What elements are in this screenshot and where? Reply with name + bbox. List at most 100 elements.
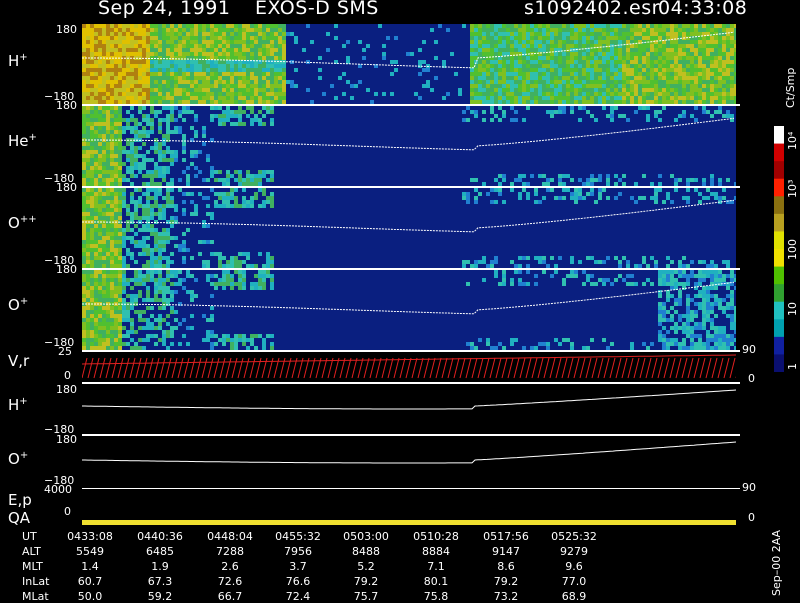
table-cell: 67.3 (147, 575, 173, 588)
colorbar-label: 100 (786, 239, 799, 260)
tick-top: 180 (56, 433, 77, 446)
colorbar-label: 10⁴ (786, 131, 799, 150)
tick-ep: 4000 (44, 483, 72, 496)
table-cell: 76.6 (285, 575, 311, 588)
colorbar (774, 126, 784, 373)
table-cell: 72.6 (217, 575, 243, 588)
table-cell: 7288 (216, 545, 244, 558)
row-label: MLat (22, 590, 49, 603)
row-label: UT (22, 530, 37, 543)
panel-separator (82, 186, 740, 188)
table-cell: 0503:00 (343, 530, 389, 543)
label-vr: V,r (8, 352, 30, 370)
row-label: MLT (22, 560, 43, 573)
qa-bar (82, 520, 736, 525)
colorbar-label: 10³ (786, 179, 799, 198)
table-cell: 50.0 (77, 590, 103, 603)
label-o-line: O+ (8, 450, 29, 468)
table-cell: 6485 (146, 545, 174, 558)
panel-separator (82, 104, 740, 106)
table-cell: 5.2 (357, 560, 375, 573)
table-cell: 60.7 (77, 575, 103, 588)
plot-date: Sep 24, 1991 (98, 0, 231, 19)
tick-ep-right: 90 (742, 481, 756, 494)
label-o-plus: O+ (8, 296, 29, 314)
row-label: InLat (22, 575, 50, 588)
label-o-plus-plus: O++ (8, 214, 37, 232)
tick-bottom: −180 (44, 423, 75, 436)
table-cell: 9.6 (565, 560, 583, 573)
table-cell: 8884 (422, 545, 450, 558)
label-h-plus: H+ (8, 52, 28, 70)
label-he-plus: He+ (8, 132, 37, 150)
label-h-line: H+ (8, 396, 28, 414)
table-cell: 7956 (284, 545, 312, 558)
tick-top: 180 (56, 23, 77, 36)
panel-separator (82, 382, 740, 384)
tick-top: 180 (56, 99, 77, 112)
table-cell: 75.8 (423, 590, 449, 603)
ep-baseline (82, 488, 740, 489)
version-label: Sep–00 2AA (770, 529, 783, 596)
table-cell: 0455:32 (275, 530, 321, 543)
table-cell: 73.2 (493, 590, 519, 603)
tick-vr-top: 25 (58, 345, 72, 358)
table-cell: 59.2 (147, 590, 173, 603)
tick-qa: 0 (64, 505, 71, 518)
table-cell: 0448:04 (207, 530, 253, 543)
tick-vr-right-top: 90 (742, 343, 756, 356)
panel-separator (82, 268, 740, 270)
table-cell: 80.1 (423, 575, 449, 588)
table-cell: 68.9 (561, 590, 587, 603)
tick-top: 180 (56, 263, 77, 276)
table-cell: 9279 (560, 545, 588, 558)
start-time: 04:33:08 (658, 0, 748, 19)
table-cell: 1.9 (151, 560, 169, 573)
colorbar-swatch (774, 231, 784, 250)
tick-vr-bottom: 0 (64, 369, 71, 382)
tick-bottom: −180 (44, 474, 75, 487)
tick-qa-right: 0 (748, 511, 755, 524)
panel-separator (82, 434, 740, 436)
table-cell: 8.6 (497, 560, 515, 573)
table-cell: 8488 (352, 545, 380, 558)
table-cell: 0510:28 (413, 530, 459, 543)
row-label: ALT (22, 545, 41, 558)
colorbar-swatch (774, 213, 784, 232)
colorbar-swatch (774, 161, 784, 180)
colorbar-swatch (774, 178, 784, 197)
colorbar-swatch (774, 249, 784, 268)
table-cell: 75.7 (353, 590, 379, 603)
tick-bottom: −180 (44, 336, 75, 349)
colorbar-swatch (774, 143, 784, 162)
colorbar-swatch (774, 319, 784, 338)
colorbar-unit: Ct/Smp (784, 67, 797, 108)
panel-he-plus (82, 106, 736, 186)
table-cell: 0517:56 (483, 530, 529, 543)
label-qa: QA (8, 509, 31, 527)
panel-o-line (82, 436, 736, 488)
plot-instrument: EXOS-D SMS (255, 0, 379, 19)
colorbar-label: 10 (786, 302, 799, 316)
panel-h-plus (82, 24, 736, 104)
tick-bottom: −180 (44, 90, 75, 103)
tick-vr-right-bottom: 0 (748, 372, 755, 385)
file-name: s1092402.esr (524, 0, 660, 19)
table-cell: 0433:08 (67, 530, 113, 543)
table-cell: 0525:32 (551, 530, 597, 543)
colorbar-swatch (774, 301, 784, 320)
table-cell: 79.2 (493, 575, 519, 588)
colorbar-swatch (774, 336, 784, 355)
tick-bottom: −180 (44, 254, 75, 267)
table-cell: 79.2 (353, 575, 379, 588)
colorbar-swatch (774, 354, 784, 373)
table-cell: 7.1 (427, 560, 445, 573)
colorbar-label: 1 (786, 363, 799, 370)
panel-h-line (82, 384, 736, 434)
colorbar-swatch (774, 126, 784, 145)
tick-bottom: −180 (44, 172, 75, 185)
tick-top: 180 (56, 181, 77, 194)
table-cell: 5549 (76, 545, 104, 558)
colorbar-swatch (774, 266, 784, 285)
colorbar-swatch (774, 196, 784, 215)
